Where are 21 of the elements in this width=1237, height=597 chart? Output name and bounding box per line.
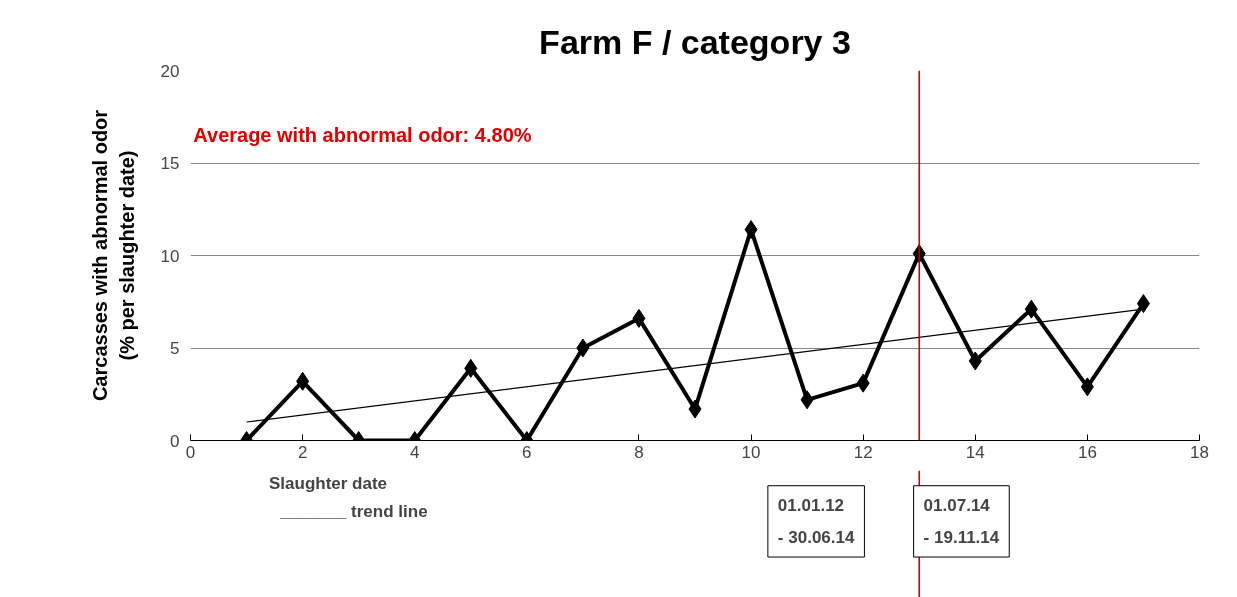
x-axis-title: Slaughter date [268,474,388,494]
y-tick-label: 20 [160,61,180,81]
x-tick-label: 8 [634,442,644,462]
x-tick-label: 10 [741,442,761,462]
x-tick-label: 12 [853,442,873,462]
text: 01.01.12 - 30.06.14 [777,495,855,548]
x-tick-label: 4 [409,442,420,462]
y-tick-label: 5 [170,339,180,358]
x-tick-label: 0 [185,442,196,462]
y-tick-label: 15 [160,154,180,173]
annotation: Average with abnormal odor: 4.80% [193,124,532,147]
x-tick-label: 2 [297,442,308,462]
x-tick-label: 18 [1190,442,1209,462]
y-tick-label: 10 [160,246,180,266]
text: _______ trend line [279,502,428,522]
x-tick-label: 16 [1077,442,1097,462]
text: 01.07.14 - 19.11.14 [923,495,1000,548]
x-tick-label: 6 [522,442,532,462]
y-axis-title: Carcasses with abnormal odor (% per slaughter date) [89,109,138,402]
x-tick-label: 14 [965,442,985,462]
chart-title: Farm F / category 3 [539,22,851,61]
